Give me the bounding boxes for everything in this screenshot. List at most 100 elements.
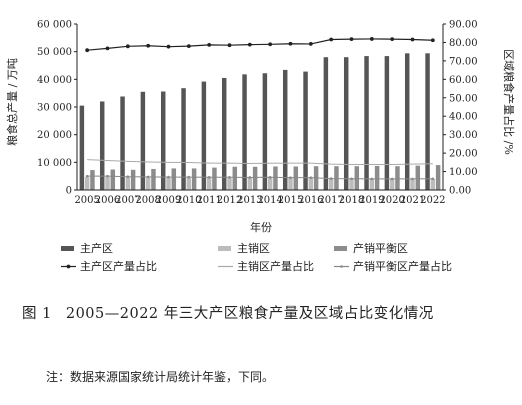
left-tick-label: 10 000 [37, 158, 72, 169]
line-3-point-2010 [187, 175, 191, 179]
line-1-point-2019 [369, 37, 374, 41]
line-1-point-2022 [430, 38, 435, 43]
line-1-point-2005 [85, 48, 90, 53]
line-1-point-2008 [146, 43, 151, 48]
x-tick-label: 2005 [74, 195, 99, 206]
bar-3-2021 [415, 165, 421, 190]
legend-label-line-3: 产销平衡区产量占比 [353, 259, 452, 273]
bar-1-2007 [120, 96, 125, 190]
bar-2-2016 [308, 178, 314, 190]
right-tick-label: 10.00 [449, 167, 478, 178]
line-3-point-2012 [228, 175, 231, 179]
bar-3-2012 [232, 166, 238, 190]
line-3-point-2013 [248, 176, 252, 179]
bar-1-2021 [404, 53, 410, 191]
line-1-point-2017 [329, 37, 334, 42]
x-tick-label: 2020 [379, 195, 404, 206]
bar-2-2019 [369, 178, 375, 190]
data-source-note: 注：数据来源国家统计局统计年鉴，下同。 [46, 370, 275, 384]
bar-2-2005 [84, 176, 90, 190]
bar-3-2019 [374, 165, 380, 190]
right-axis-ticks: 0.00 10.00 20.00 30.00 40.00 50.00 60.00 70.00 8… [443, 20, 478, 197]
bar-1-2010 [181, 88, 186, 190]
bar-3-2015 [293, 166, 299, 190]
line-3-point-2017 [329, 177, 333, 180]
bar-2-2006 [105, 176, 110, 190]
bar-2-2012 [227, 177, 232, 190]
bar-1-2005 [79, 105, 85, 190]
legend-label-bar-1: 主产区 [80, 241, 113, 255]
bar-1-2014 [262, 73, 268, 190]
line-1-point-2018 [349, 37, 354, 42]
legend-swatch-bar-2 [218, 246, 231, 251]
bar-3-2020 [395, 166, 400, 190]
bar-3-2008 [151, 168, 156, 190]
x-tick-label: 2013 [237, 195, 262, 206]
line-3-point-2009 [167, 175, 170, 179]
line-1-point-2007 [125, 44, 130, 49]
x-tick-label: 2006 [95, 195, 120, 206]
line-1-point-2006 [105, 46, 110, 51]
bar-1-2022 [425, 53, 430, 191]
figure-caption-text: 2005—2022 年三大产区粮食产量及区域占比变化情况 [65, 306, 434, 322]
left-axis-ticks: 0 10 000 20 000 30 000 40 000 50 000 60 000 [37, 20, 77, 197]
line-1-point-2012 [227, 43, 232, 48]
right-tick-label: 60.00 [449, 75, 478, 86]
legend-label-line-1: 主产区产量占比 [80, 259, 157, 273]
bar-2-2013 [247, 177, 253, 190]
line-1 [87, 38, 433, 51]
right-tick-label: 50.00 [449, 93, 478, 104]
line-3-point-2005 [85, 174, 89, 178]
bar-series [79, 53, 441, 191]
bar-2-2010 [186, 177, 192, 190]
bar-3-2009 [171, 168, 177, 190]
x-tick-label: 2007 [115, 195, 140, 206]
right-tick-label: 30.00 [449, 130, 478, 141]
line-3-point-2022 [431, 177, 435, 181]
bar-1-2008 [140, 91, 146, 190]
right-tick-label: 40.00 [449, 112, 478, 123]
legend-label-line-2: 主销区产量占比 [237, 259, 314, 273]
line-1-point-2011 [207, 42, 212, 47]
bar-2-2009 [166, 177, 171, 190]
bar-2-2007 [125, 177, 131, 190]
legend-marker-line-3 [340, 265, 343, 268]
bar-2-2011 [206, 177, 212, 190]
left-tick-label: 60 000 [37, 20, 72, 31]
line-3-point-2007 [126, 175, 130, 179]
bar-1-2016 [303, 71, 308, 190]
legend-label-bar-3: 产销平衡区 [353, 241, 408, 255]
bar-3-2006 [110, 169, 116, 190]
x-axis-ticks: 2005200620072008200920102011201220132014… [74, 195, 445, 206]
figure-caption: 图 1 2005—2022 年三大产区粮食产量及区域占比变化情况 [22, 304, 502, 325]
right-axis-title: 区域粮食产量占比 /% [502, 49, 516, 155]
line-3-point-2014 [268, 175, 272, 179]
bar-3-2013 [252, 166, 258, 190]
line-3-point-2011 [207, 175, 211, 179]
bar-1-2020 [384, 56, 390, 190]
figure-number: 图 1 [22, 306, 52, 322]
x-axis-title: 年份 [250, 220, 272, 234]
bar-2-2022 [430, 178, 436, 190]
bar-3-2022 [435, 165, 441, 190]
line-3-point-2018 [350, 177, 353, 181]
bar-2-2014 [267, 177, 273, 190]
bar-3-2018 [354, 166, 360, 190]
left-tick-label: 20 000 [37, 130, 72, 141]
left-axis-title: 粮食总产量 / 万吨 [5, 58, 19, 146]
bar-3-2014 [273, 166, 278, 190]
x-tick-label: 2008 [135, 195, 160, 206]
line-3-point-2021 [411, 177, 414, 181]
line-3-point-2006 [106, 174, 109, 178]
x-tick-label: 2015 [278, 195, 303, 206]
left-tick-label: 40 000 [37, 75, 72, 86]
bar-1-2017 [323, 57, 329, 191]
bar-2-2018 [349, 178, 354, 190]
right-tick-label: 0.00 [449, 186, 471, 197]
x-tick-label: 2017 [318, 195, 343, 206]
line-1-point-2013 [247, 42, 252, 47]
grain-production-chart: 0 10 000 20 000 30 000 40 000 50 000 60 000 0.… [5, 20, 516, 274]
x-tick-label: 2012 [217, 195, 242, 206]
left-tick-label: 0 [66, 186, 72, 197]
legend-label-bar-2: 主销区 [237, 241, 270, 255]
